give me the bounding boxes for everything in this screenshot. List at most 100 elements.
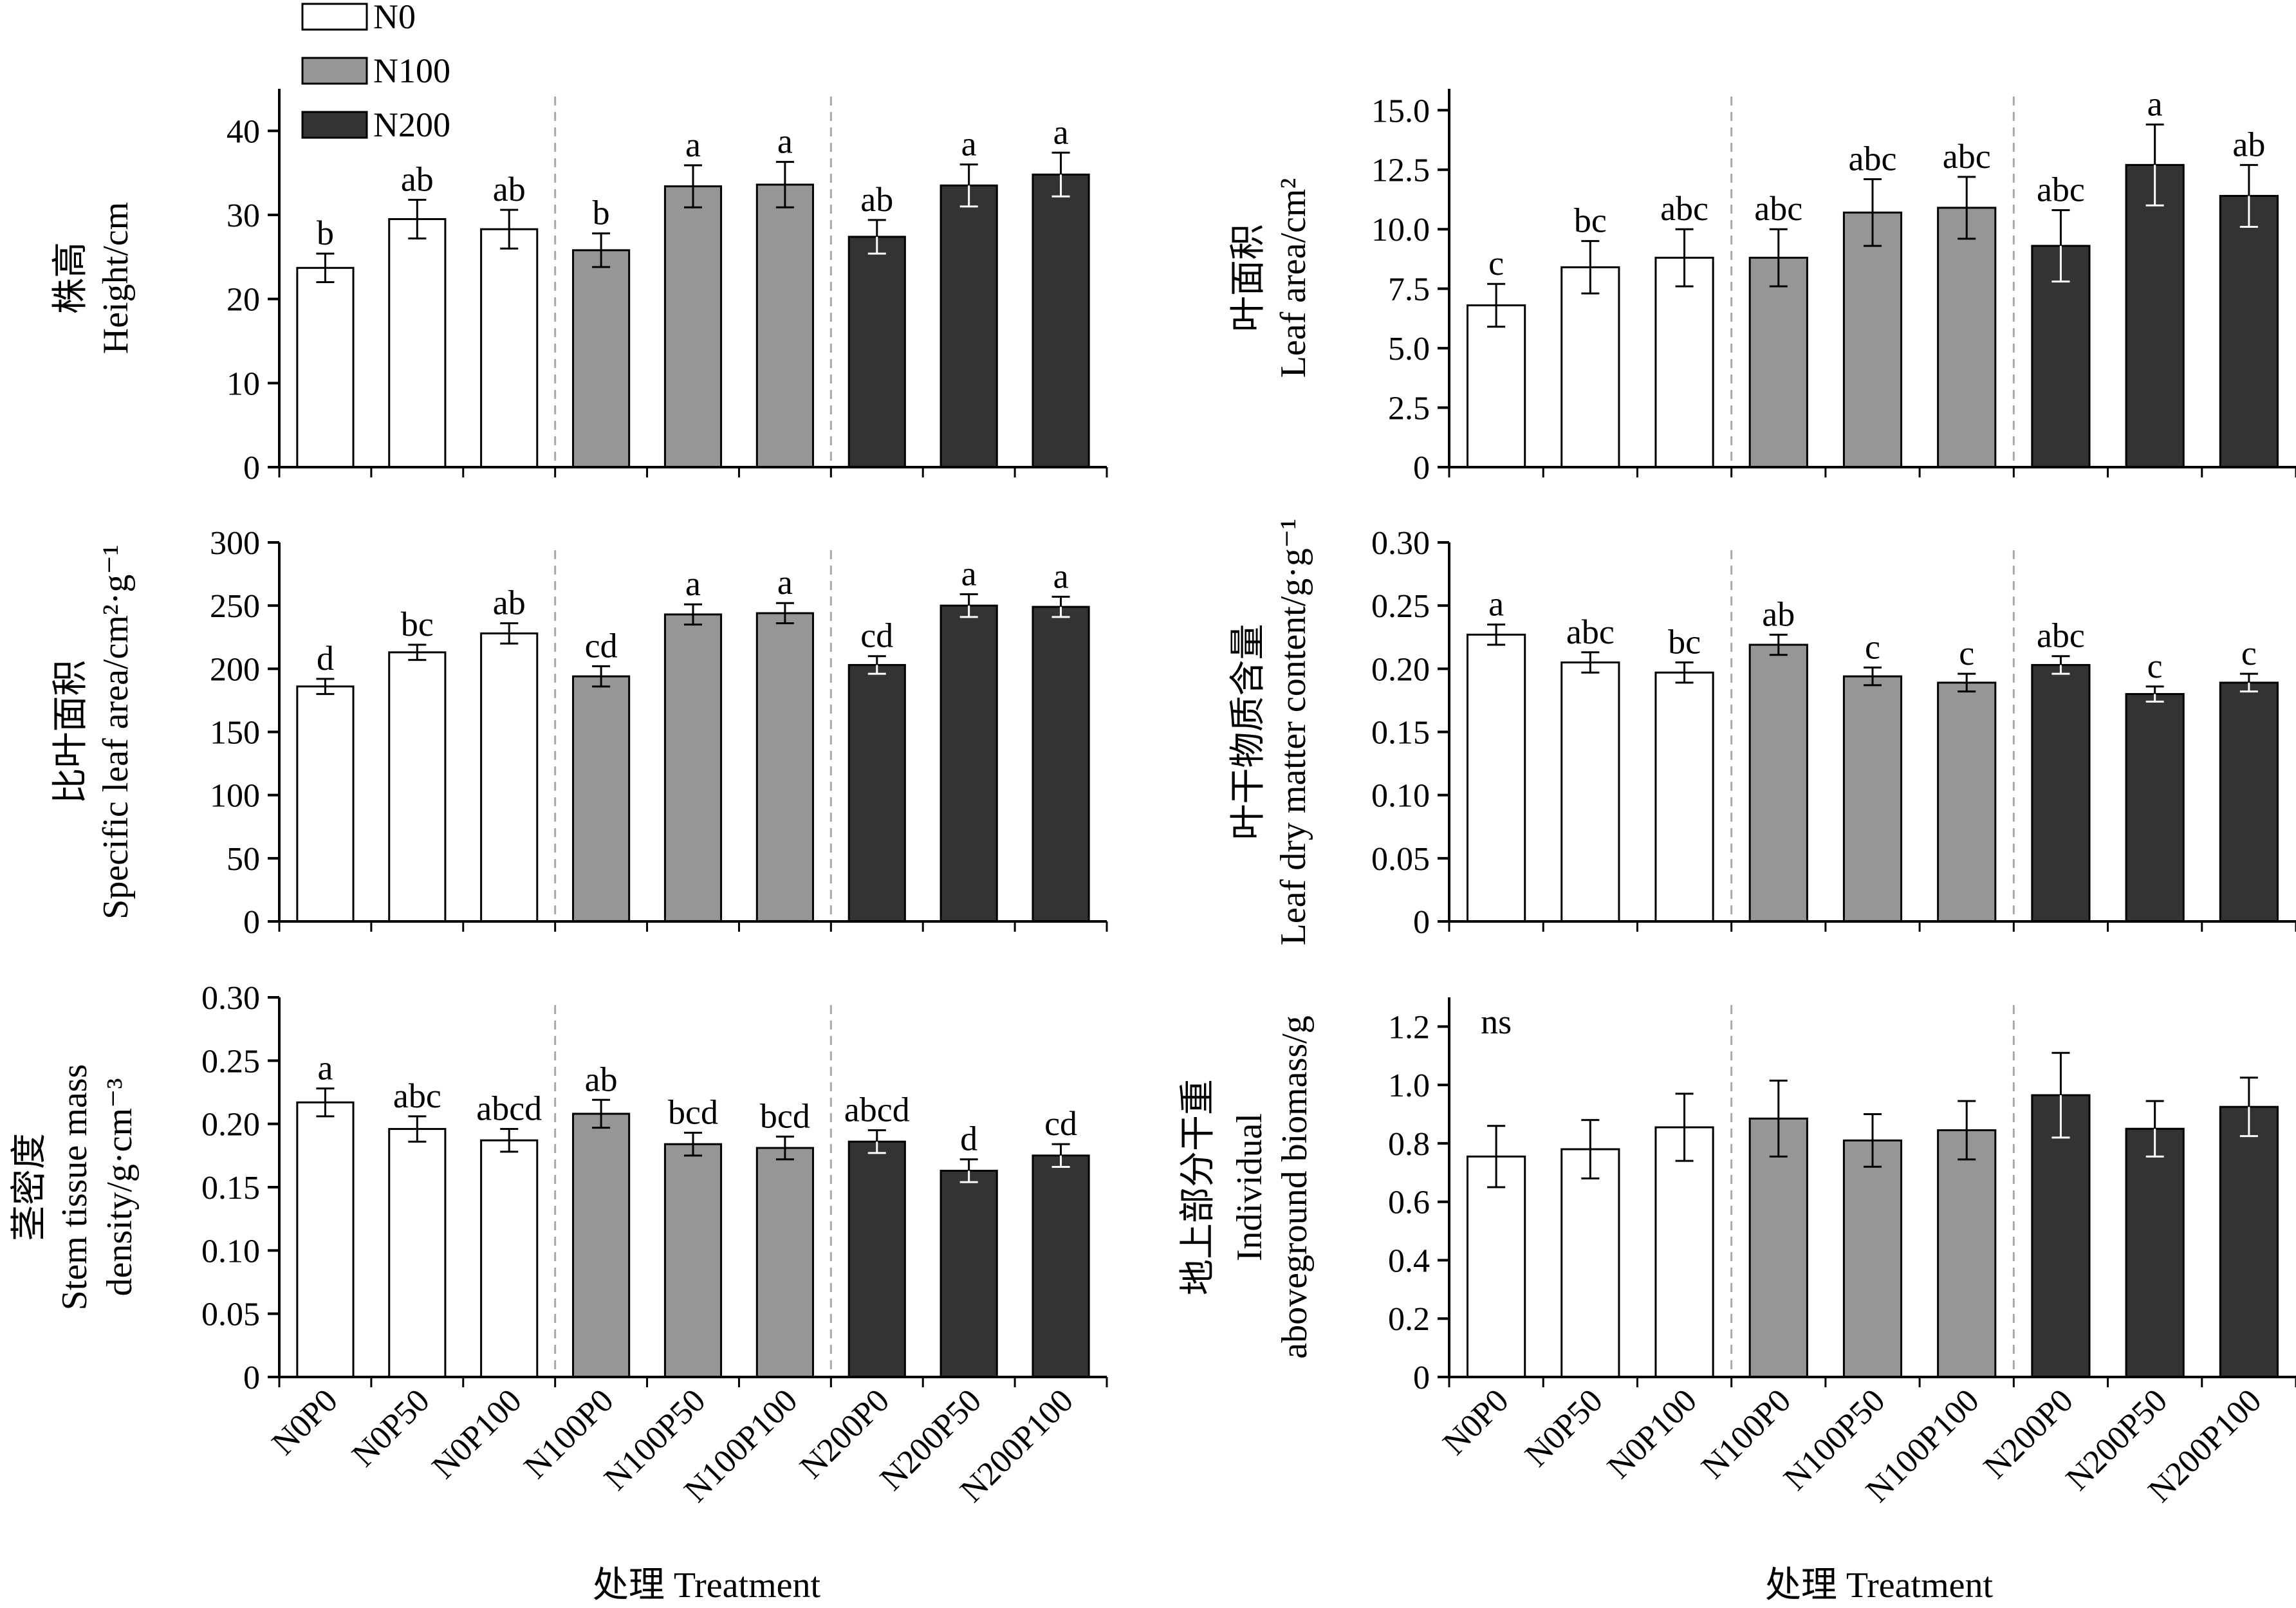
error-bar-n100p0	[1769, 228, 1788, 288]
error-bar-n100p50	[1864, 1113, 1882, 1168]
legend: N0 N100 N200	[301, 0, 450, 144]
significance-letter: a	[961, 125, 977, 163]
error-bar-n100p0	[1769, 633, 1788, 656]
error-bar-n0p50	[1581, 1119, 1600, 1179]
bar-n100p0	[1748, 1117, 1808, 1378]
significance-letter: abc	[1566, 613, 1615, 651]
significance-letter: a	[1488, 585, 1504, 624]
significance-letter: abcd	[476, 1089, 542, 1128]
legend-label-n0: N0	[373, 0, 416, 36]
bar-n0p100	[480, 228, 539, 468]
significance-letter: c	[1488, 244, 1504, 282]
error-bar-n100p0	[1769, 1079, 1788, 1158]
bar-n100p50	[663, 185, 723, 468]
bar-n200p100	[2219, 1105, 2279, 1378]
error-bar-n100p0	[592, 665, 611, 688]
significance-annotation: ns	[1481, 1003, 1512, 1041]
significance-letter: cd	[860, 616, 893, 655]
significance-letter: a	[961, 554, 977, 593]
error-bar-n200p100	[2239, 672, 2258, 693]
error-bar-n200p0	[2051, 655, 2070, 675]
bar-n0p50	[1560, 661, 1620, 923]
significance-letter: a	[1053, 113, 1069, 151]
y-tick-label: 30	[227, 198, 260, 234]
error-bar-n100p100	[1958, 672, 1976, 693]
bar-n0p100	[1654, 671, 1714, 923]
y-tick-label: 250	[210, 588, 260, 625]
error-bar-n200p100	[2239, 1077, 2258, 1138]
bar-n200p50	[940, 1169, 998, 1378]
error-bar-n200p0	[867, 1129, 886, 1154]
significance-letter: a	[685, 564, 701, 603]
error-bar-n0p0	[316, 1087, 335, 1118]
y-tick-label: 0.2	[1388, 1301, 1430, 1338]
significance-letter: abc	[1943, 137, 1991, 176]
bar-n200p100	[1032, 173, 1090, 468]
y-axis-label-en: Individual	[1230, 1113, 1270, 1261]
y-tick-label: 12.5	[1371, 152, 1430, 189]
legend-label-n100: N100	[373, 51, 450, 90]
y-tick-label: 50	[227, 841, 260, 878]
bar-n0p0	[296, 266, 355, 468]
error-bar-n200p100	[2239, 163, 2258, 228]
x-axis-label-right: 处理 Treatment	[1765, 1566, 1994, 1605]
significance-letter: ab	[401, 160, 434, 198]
significance-letter: d	[317, 639, 334, 678]
bar-n0p50	[1560, 1148, 1620, 1378]
error-bar-n200p100	[1051, 595, 1070, 618]
error-bar-n100p100	[775, 1135, 794, 1161]
significance-letter: bc	[1574, 201, 1607, 240]
bar-n200p100	[1032, 605, 1090, 923]
bar-n200p50	[940, 184, 998, 468]
significance-letter: bc	[401, 605, 434, 643]
x-tick-label: N0P50	[345, 1382, 436, 1474]
significance-letter: b	[317, 214, 334, 252]
bar-n0p100	[480, 1139, 539, 1378]
bar-n100p100	[1937, 1129, 1997, 1378]
bar-n0p100	[1654, 257, 1714, 468]
significance-letter: c	[1865, 627, 1880, 666]
bar-n0p100	[480, 632, 539, 923]
error-bar-n200p100	[1051, 151, 1070, 198]
y-axis-label-cn: 茎密度	[10, 1133, 50, 1241]
x-tick-label: N0P100	[425, 1382, 529, 1486]
significance-letter: ab	[493, 584, 526, 622]
bar-n200p50	[940, 604, 998, 923]
error-bar-n200p0	[867, 655, 886, 675]
error-bar-n0p100	[500, 208, 519, 250]
bar-n100p0	[1748, 257, 1808, 468]
error-bar-n200p100	[1051, 1143, 1070, 1169]
error-bar-n200p50	[959, 1158, 978, 1183]
y-tick-label: 0	[243, 1360, 260, 1396]
y-tick-label: 0.15	[1371, 715, 1430, 752]
error-bar-n200p0	[2051, 209, 2070, 283]
error-bar-n0p100	[1675, 1093, 1694, 1162]
bar-n200p100	[2219, 194, 2279, 468]
y-tick-label: 40	[227, 113, 260, 150]
bar-n0p50	[388, 218, 447, 468]
significance-letter: b	[593, 194, 610, 232]
bar-n100p100	[755, 612, 814, 923]
significance-letter: ab	[860, 180, 893, 219]
y-tick-label: 300	[210, 525, 260, 562]
y-axis-label-en-line2: density/g·cm⁻³	[100, 1078, 140, 1297]
bar-n100p50	[1842, 211, 1903, 468]
bar-n100p0	[572, 249, 631, 468]
error-bar-n0p100	[1675, 661, 1694, 684]
y-tick-label: 0.05	[201, 1297, 260, 1333]
bar-n0p100	[1654, 1126, 1714, 1378]
error-bar-n100p100	[1958, 176, 1976, 240]
significance-letter: bcd	[668, 1093, 718, 1131]
y-tick-label: 1.0	[1388, 1067, 1430, 1104]
significance-letter: ab	[2232, 125, 2265, 163]
y-tick-label: 0.10	[1371, 778, 1430, 815]
chart-leaf_area: c bc abc abc abc abc abc a ab 0 2.5 5.0 7.5 10.0 12.5 1…	[1228, 84, 2296, 486]
bar-n0p0	[296, 685, 355, 923]
significance-letter: a	[685, 125, 701, 164]
bar-n200p100	[2219, 681, 2279, 923]
legend-swatch-n200	[301, 111, 368, 139]
significance-letter: a	[2147, 84, 2163, 123]
x-axis-label-left: 处理 Treatment	[593, 1566, 821, 1605]
